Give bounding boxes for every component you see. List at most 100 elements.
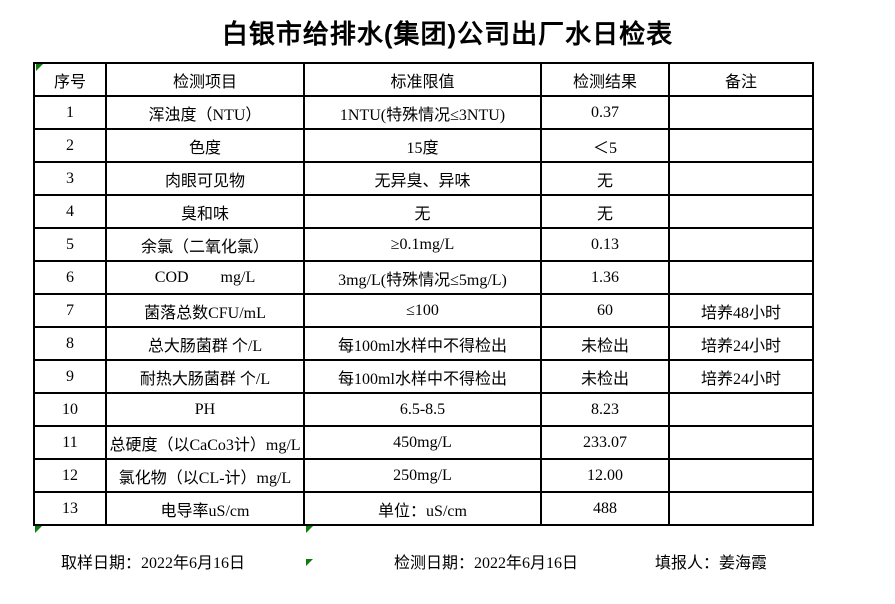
note-cell: 培养48小时	[668, 293, 814, 328]
note-cell	[668, 260, 814, 295]
row-number-cell: 12	[33, 458, 107, 493]
row-number-cell: 10	[33, 392, 107, 427]
limit-cell: 无异臭、异味	[303, 161, 542, 196]
table-row: 9 耐热大肠菌群 个/L 每100ml水样中不得检出 未检出 培养24小时	[33, 359, 814, 394]
result-cell: 1.36	[540, 260, 670, 295]
limit-cell: 无	[303, 194, 542, 229]
result-cell: ＜5	[540, 128, 670, 163]
reporter-label: 填报人：	[655, 555, 720, 572]
column-header-no: 序号	[33, 62, 107, 97]
row-number-cell: 9	[33, 359, 107, 394]
note-cell	[668, 425, 814, 460]
note-cell	[668, 392, 814, 427]
row-number-cell: 3	[33, 161, 107, 196]
limit-cell: 3mg/L(特殊情况≤5mg/L)	[303, 260, 542, 295]
note-cell: 培养24小时	[668, 359, 814, 394]
limit-cell: ≥0.1mg/L	[303, 227, 542, 262]
table-row: 10 PH 6.5-8.5 8.23	[33, 392, 814, 427]
table-row: 5 余氯（二氧化氯） ≥0.1mg/L 0.13	[33, 227, 814, 262]
row-number-cell: 6	[33, 260, 107, 295]
limit-cell: 250mg/L	[303, 458, 542, 493]
limit-cell: 15度	[303, 128, 542, 163]
table-header-row: 序号 检测项目 标准限值 检测结果 备注	[33, 62, 814, 97]
result-cell: 未检出	[540, 359, 670, 394]
result-cell: 233.07	[540, 425, 670, 460]
item-cell: 菌落总数CFU/mL	[105, 293, 305, 328]
item-cell: 臭和味	[105, 194, 305, 229]
result-cell: 8.23	[540, 392, 670, 427]
reporter: 填报人：姜海霞	[639, 531, 767, 591]
column-header-limit: 标准限值	[303, 62, 542, 97]
table-row: 11 总硬度（以CaCo3计）mg/L 450mg/L 233.07	[33, 425, 814, 460]
table-row: 7 菌落总数CFU/mL ≤100 60 培养48小时	[33, 293, 814, 328]
column-header-result: 检测结果	[540, 62, 670, 97]
note-cell: 培养24小时	[668, 326, 814, 361]
note-cell	[668, 95, 814, 130]
note-cell	[668, 458, 814, 493]
item-cell: 氯化物（以CL-计）mg/L	[105, 458, 305, 493]
row-number-cell: 1	[33, 95, 107, 130]
page-title: 白银市给排水(集团)公司出厂水日检表	[221, 19, 674, 49]
table-row: 8 总大肠菌群 个/L 每100ml水样中不得检出 未检出 培养24小时	[33, 326, 814, 361]
item-cell: PH	[105, 392, 305, 427]
sample-date-value: 2022年6月16日	[141, 555, 246, 572]
table-row: 4 臭和味无无	[33, 194, 814, 229]
limit-cell: 每100ml水样中不得检出	[303, 359, 542, 394]
limit-cell: 450mg/L	[303, 425, 542, 460]
row-number-cell: 2	[33, 128, 107, 163]
test-date: 检测日期：2022年6月16日	[378, 531, 578, 591]
reporter-value: 姜海霞	[719, 555, 768, 572]
test-date-value: 2022年6月16日	[474, 555, 579, 572]
limit-cell: 每100ml水样中不得检出	[303, 326, 542, 361]
result-cell: 12.00	[540, 458, 670, 493]
result-cell: 未检出	[540, 326, 670, 361]
table-body: 1 浑浊度（NTU） 1NTU(特殊情况≤3NTU) 0.37 2 色度 15度 ＜5 3 肉眼可…	[33, 95, 814, 526]
table-row: 2 色度 15度 ＜5	[33, 128, 814, 163]
table-row: 1 浑浊度（NTU） 1NTU(特殊情况≤3NTU) 0.37	[33, 95, 814, 130]
sample-date-label: 取样日期：	[61, 555, 142, 572]
row-number-cell: 13	[33, 491, 107, 526]
column-header-item: 检测项目	[105, 62, 305, 97]
limit-cell: 1NTU(特殊情况≤3NTU)	[303, 95, 542, 130]
limit-cell: 6.5-8.5	[303, 392, 542, 427]
item-cell: 总硬度（以CaCo3计）mg/L	[105, 425, 305, 460]
note-cell	[668, 491, 814, 526]
item-cell: 浑浊度（NTU）	[105, 95, 305, 130]
item-cell: 肉眼可见物	[105, 161, 305, 196]
item-cell: 总大肠菌群 个/L	[105, 326, 305, 361]
result-cell: 0.13	[540, 227, 670, 262]
cell-flag-icon	[306, 526, 313, 533]
table-row: 13 电导率uS/cm 单位：uS/cm 488	[33, 491, 814, 526]
cell-flag-icon	[36, 64, 43, 71]
row-number-cell: 7	[33, 293, 107, 328]
table-row: 12 氯化物（以CL-计）mg/L 250mg/L 12.00	[33, 458, 814, 493]
cell-flag-icon	[35, 526, 42, 533]
result-cell: 无	[540, 161, 670, 196]
item-cell: COD mg/L	[105, 260, 305, 295]
note-cell	[668, 128, 814, 163]
cell-flag-icon	[306, 559, 313, 566]
test-date-label: 检测日期：	[394, 555, 475, 572]
sample-date: 取样日期：2022年6月16日	[45, 531, 245, 591]
row-number-cell: 11	[33, 425, 107, 460]
item-cell: 电导率uS/cm	[105, 491, 305, 526]
result-cell: 60	[540, 293, 670, 328]
inspection-table: 序号 检测项目 标准限值 检测结果 备注 1 浑浊度（NTU） 1NTU(特殊情况≤…	[33, 62, 814, 526]
item-cell: 余氯（二氧化氯）	[105, 227, 305, 262]
item-cell: 色度	[105, 128, 305, 163]
limit-cell: ≤100	[303, 293, 542, 328]
limit-cell: 单位：uS/cm	[303, 491, 542, 526]
note-cell	[668, 161, 814, 196]
result-cell: 无	[540, 194, 670, 229]
row-number-cell: 5	[33, 227, 107, 262]
result-cell: 488	[540, 491, 670, 526]
table-row: 6 COD mg/L 3mg/L(特殊情况≤5mg/L) 1.36	[33, 260, 814, 295]
table-row: 3 肉眼可见物 无异臭、异味无	[33, 161, 814, 196]
column-header-note: 备注	[668, 62, 814, 97]
note-cell	[668, 194, 814, 229]
item-cell: 耐热大肠菌群 个/L	[105, 359, 305, 394]
result-cell: 0.37	[540, 95, 670, 130]
row-number-cell: 8	[33, 326, 107, 361]
row-number-cell: 4	[33, 194, 107, 229]
